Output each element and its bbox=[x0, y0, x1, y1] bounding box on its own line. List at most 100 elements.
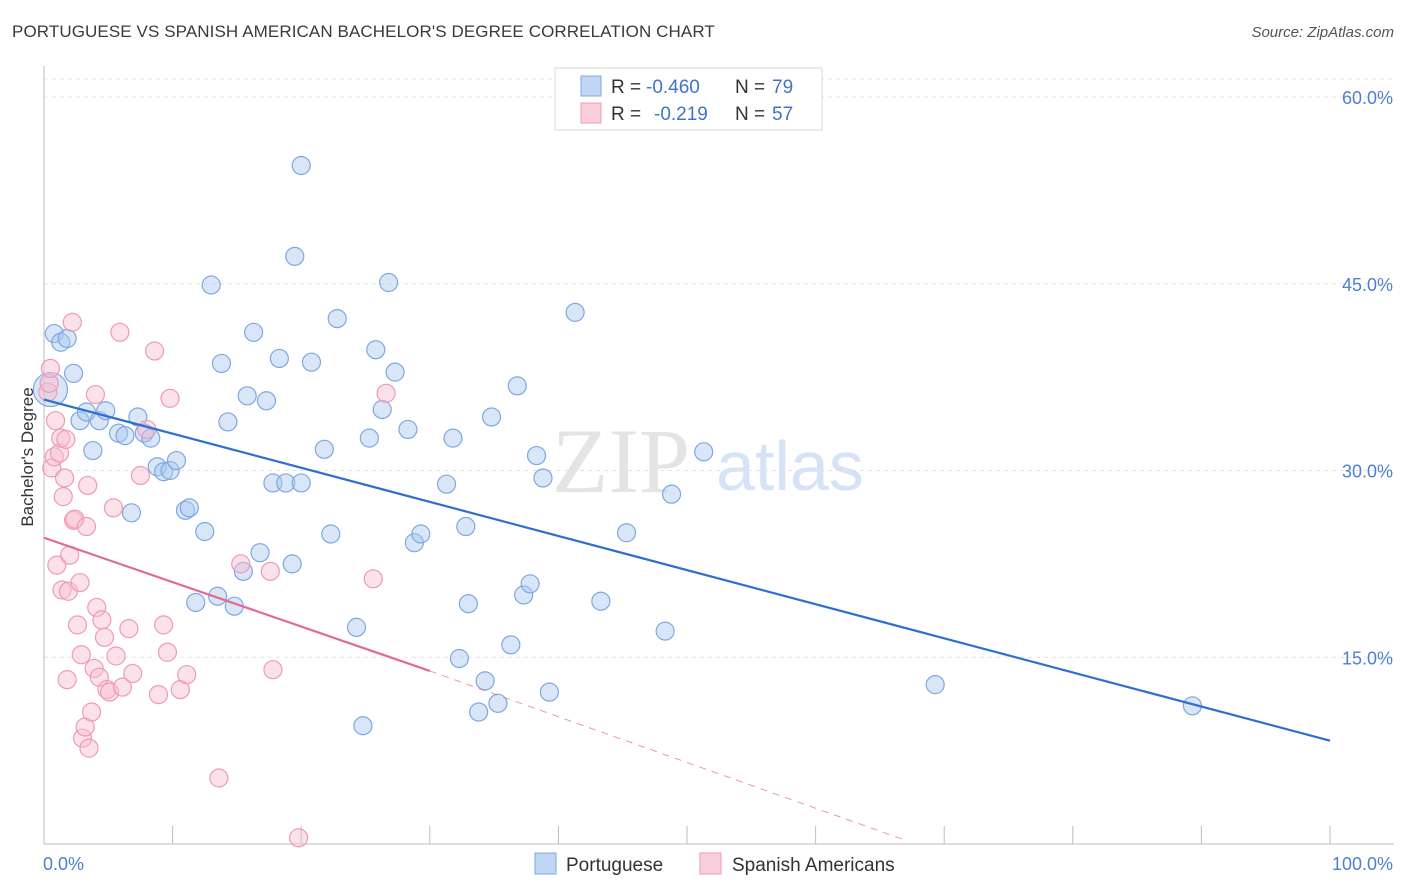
portuguese-point bbox=[115, 426, 135, 446]
portuguese-point bbox=[456, 516, 476, 537]
legend-n-label-portuguese: N = bbox=[735, 77, 765, 98]
x-tick-labels: 0.0% 100.0% bbox=[43, 854, 1393, 874]
portuguese-point bbox=[218, 412, 238, 432]
portuguese-point bbox=[372, 399, 392, 420]
y-tick-label: 60.0% bbox=[1342, 88, 1393, 108]
portuguese-point bbox=[314, 439, 334, 459]
legend-swatch-portuguese bbox=[580, 75, 602, 97]
spanish-point bbox=[263, 660, 283, 680]
portuguese-point bbox=[301, 352, 322, 372]
legend-n-label-spanish: N = bbox=[735, 104, 765, 125]
legend-r-label-spanish: R = bbox=[611, 104, 641, 125]
portuguese-point bbox=[379, 272, 399, 293]
spanish-point bbox=[231, 554, 251, 574]
portuguese-point bbox=[291, 473, 311, 493]
portuguese-point bbox=[520, 574, 540, 594]
spanish-point bbox=[57, 670, 77, 690]
spanish-point bbox=[123, 663, 143, 684]
portuguese-point bbox=[469, 702, 489, 722]
portuguese-point bbox=[507, 376, 527, 396]
portuguese-point bbox=[616, 523, 637, 543]
portuguese-point bbox=[211, 353, 232, 374]
spanish-point bbox=[119, 619, 139, 639]
portuguese-point bbox=[366, 340, 386, 360]
spanish-point bbox=[67, 615, 88, 635]
portuguese-point bbox=[160, 460, 180, 481]
spanish-point bbox=[81, 702, 102, 722]
spanish-point bbox=[39, 373, 59, 393]
portuguese-point bbox=[488, 693, 508, 713]
spanish-point bbox=[103, 498, 124, 518]
spanish-point bbox=[45, 411, 66, 431]
portuguese-point bbox=[565, 302, 585, 322]
portuguese-point bbox=[501, 635, 521, 655]
y-tick-labels: 15.0% 30.0% 45.0% 60.0% bbox=[1342, 88, 1393, 668]
spanish-point bbox=[148, 684, 169, 705]
legend-r-label-portuguese: R = bbox=[611, 77, 641, 98]
spanish-point bbox=[76, 516, 97, 537]
portuguese-point bbox=[359, 428, 379, 448]
x-tick-label-max: 100.0% bbox=[1332, 854, 1393, 874]
portuguese-point bbox=[694, 442, 714, 462]
spanish-point bbox=[97, 680, 117, 700]
portuguese-point bbox=[346, 617, 367, 637]
spanish-point bbox=[56, 429, 76, 449]
spanish-point bbox=[177, 665, 197, 685]
spanish-point bbox=[40, 358, 61, 379]
portuguese-point bbox=[411, 524, 431, 544]
portuguese-point bbox=[449, 648, 469, 669]
y-tick-label: 45.0% bbox=[1342, 275, 1393, 295]
portuguese-point bbox=[121, 503, 142, 523]
portuguese-point bbox=[291, 155, 311, 176]
bottom-legend: Portuguese Spanish Americans bbox=[534, 852, 895, 876]
portuguese-point bbox=[256, 391, 277, 411]
portuguese-point bbox=[237, 386, 257, 406]
portuguese-point bbox=[179, 498, 199, 518]
portuguese-point bbox=[514, 585, 534, 605]
watermark-atlas: atlas bbox=[716, 427, 864, 505]
spanish-point bbox=[78, 475, 98, 496]
portuguese-point bbox=[147, 457, 167, 477]
spanish-trend-line-extension bbox=[429, 670, 906, 841]
portuguese-point bbox=[201, 275, 221, 295]
spanish-point bbox=[71, 645, 91, 665]
portuguese-point bbox=[83, 440, 103, 461]
legend-n-value-spanish: 57 bbox=[772, 104, 793, 125]
portuguese-point bbox=[186, 592, 206, 613]
bottom-legend-label-spanish: Spanish Americans bbox=[732, 855, 895, 876]
spanish-point bbox=[144, 341, 165, 361]
portuguese-point bbox=[327, 309, 347, 329]
portuguese-point bbox=[475, 671, 495, 691]
spanish-point bbox=[42, 458, 62, 478]
portuguese-point bbox=[269, 348, 289, 369]
spanish-point bbox=[70, 572, 90, 593]
y-axis-title: Bachelor's Degree bbox=[18, 387, 37, 526]
spanish-point bbox=[92, 610, 112, 630]
portuguese-point bbox=[57, 328, 77, 349]
legend-swatch-spanish bbox=[580, 102, 602, 124]
spanish-point bbox=[94, 627, 115, 647]
portuguese-point bbox=[526, 445, 547, 466]
y-tick-label: 15.0% bbox=[1342, 648, 1393, 668]
spanish-point bbox=[376, 383, 396, 403]
legend-r-value-portuguese: -0.460 bbox=[646, 77, 700, 98]
portuguese-point bbox=[353, 716, 373, 736]
spanish-point bbox=[54, 468, 75, 488]
portuguese-point bbox=[925, 675, 945, 695]
portuguese-point bbox=[250, 543, 270, 563]
portuguese-point bbox=[533, 468, 553, 488]
spanish-point bbox=[289, 828, 309, 848]
legend-r-value-spanish: -0.219 bbox=[654, 104, 708, 125]
spanish-point bbox=[209, 768, 229, 788]
portuguese-point bbox=[244, 322, 264, 342]
portuguese-point bbox=[655, 621, 675, 641]
spanish-point bbox=[99, 682, 120, 702]
chart-title: PORTUGUESE VS SPANISH AMERICAN BACHELOR'… bbox=[12, 22, 715, 41]
legend-n-value-portuguese: 79 bbox=[772, 77, 793, 98]
portuguese-point bbox=[208, 586, 228, 606]
spanish-point bbox=[153, 615, 174, 635]
spanish-point bbox=[65, 509, 85, 529]
spanish-point bbox=[44, 447, 64, 467]
spanish-point bbox=[106, 646, 126, 666]
